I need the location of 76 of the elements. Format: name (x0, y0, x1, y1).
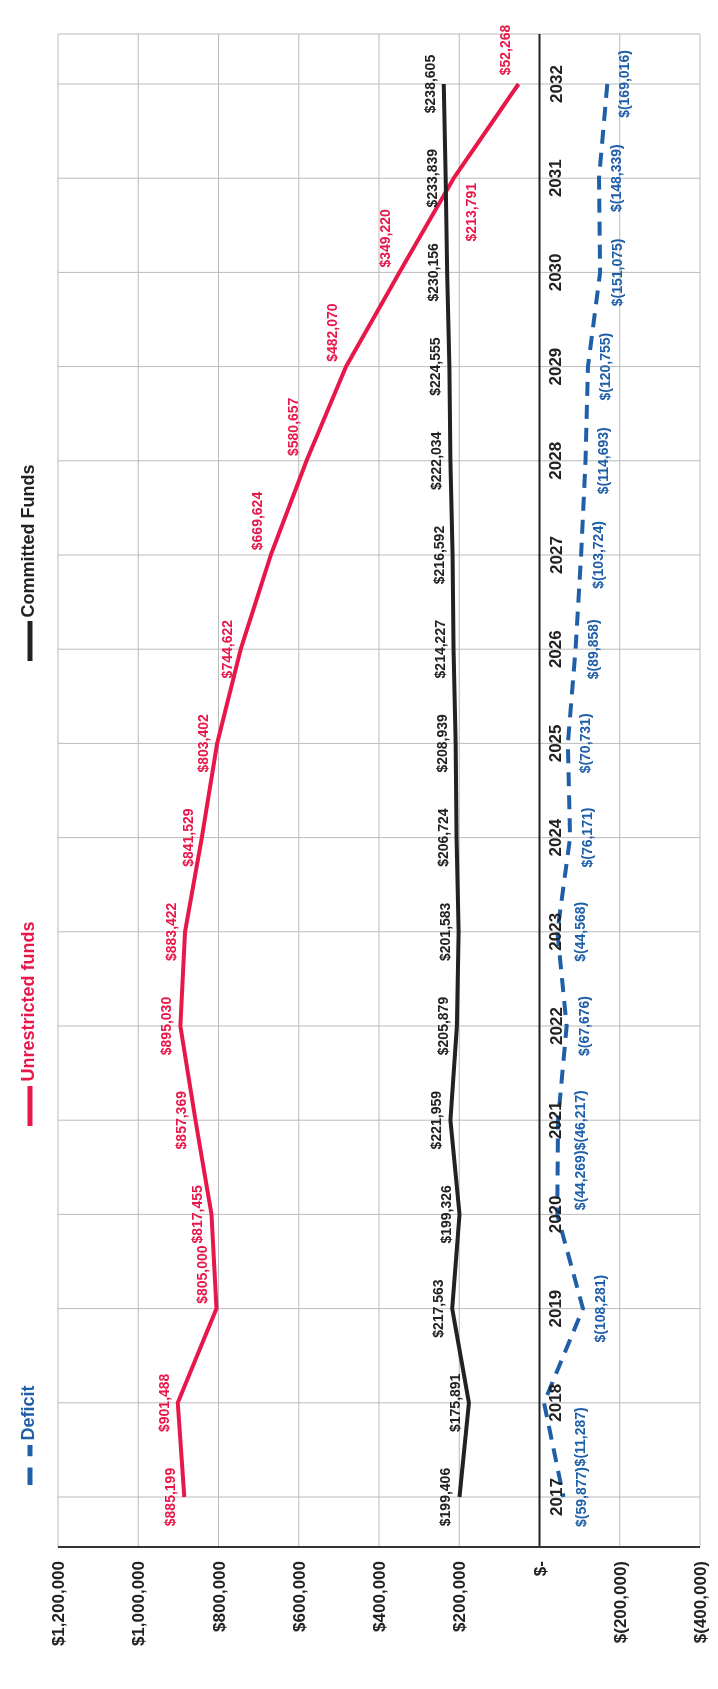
text: Committed Funds (18, 464, 39, 618)
data-label: $805,000 (194, 1245, 211, 1304)
data-label: $217,563 (430, 1279, 447, 1338)
y-tick-label: 2032 (546, 65, 566, 103)
data-label: $885,199 (162, 1467, 179, 1527)
x-tick-label: $200,000 (450, 1561, 470, 1632)
y-tick-label: 2024 (546, 818, 566, 857)
data-label: $221,959 (428, 1090, 445, 1150)
data-label: $206,724 (434, 808, 451, 867)
data-label: $(70,731) (576, 713, 593, 774)
y-tick-label: 2026 (546, 630, 566, 669)
data-label: $(148,339) (608, 144, 625, 213)
x-tick-label: $600,000 (289, 1561, 309, 1632)
x-tick-label: $400,000 (370, 1561, 389, 1632)
data-label: $(120,755) (596, 332, 613, 401)
data-label: $214,227 (431, 619, 448, 679)
y-tick-label: 2028 (546, 441, 566, 480)
data-label: $841,529 (179, 808, 196, 867)
data-label: $238,605 (421, 54, 438, 114)
data-label: $669,624 (248, 491, 265, 551)
data-label: $(151,075) (609, 238, 626, 307)
data-label: $205,879 (434, 996, 451, 1056)
data-label: $580,657 (284, 397, 301, 456)
data-label: $199,326 (437, 1185, 454, 1244)
data-label: $224,555 (427, 337, 444, 396)
data-label: $52,268 (496, 24, 513, 76)
data-label: $(169,016) (616, 50, 633, 118)
data-label: $482,070 (324, 303, 341, 362)
data-label: $213,791 (462, 182, 479, 242)
y-tick-label: 2031 (546, 159, 566, 198)
y-tick-label: 2018 (546, 1383, 566, 1422)
y-tick-label: 2020 (546, 1195, 566, 1234)
data-label: $208,939 (433, 714, 450, 773)
y-tick-label: 2021 (546, 1101, 566, 1140)
y-tick-label: 2023 (546, 912, 566, 951)
x-tick-label: $(400,000) (691, 1561, 710, 1644)
data-label: $(108,281) (591, 1274, 608, 1343)
y-tick-label: 2027 (546, 536, 566, 574)
y-tick-label: 2017 (546, 1478, 566, 1516)
data-label: $222,034 (428, 431, 445, 490)
data-label: $(103,724) (590, 521, 607, 589)
data-label: $201,583 (436, 902, 453, 961)
data-label: $(11,287) (572, 1407, 589, 1467)
x-tick-label: $(200,000) (610, 1561, 630, 1644)
x-tick-label: $800,000 (209, 1561, 229, 1632)
data-label: $(67,676) (575, 996, 592, 1056)
data-label: $901,488 (155, 1373, 172, 1432)
data-label: $(44,568) (572, 901, 589, 962)
text: Unrestricted funds (18, 921, 39, 1082)
data-label: $(59,877) (572, 1467, 589, 1527)
data-label: $216,592 (430, 525, 447, 585)
data-label: $817,455 (189, 1185, 206, 1244)
data-label: $(89,858) (584, 619, 601, 680)
y-tick-label: 2025 (546, 724, 566, 763)
x-tick-label: $1,000,000 (129, 1561, 149, 1647)
data-label: $230,156 (425, 243, 442, 302)
y-tick-label: 2030 (546, 253, 566, 292)
data-label: $175,891 (446, 1373, 463, 1432)
data-label: $803,402 (195, 714, 212, 773)
y-tick-label: 2022 (546, 1007, 566, 1045)
y-tick-label: 2019 (546, 1289, 566, 1328)
x-tick-label: $1,200,000 (49, 1561, 68, 1647)
y-tick-label: 2029 (546, 347, 566, 386)
data-label: $895,030 (158, 996, 175, 1056)
data-label: $857,369 (173, 1090, 190, 1150)
data-label: $744,622 (218, 619, 235, 679)
data-label: $(76,171) (579, 807, 596, 868)
data-label: $349,220 (377, 209, 394, 268)
data-label: $(114,693) (594, 427, 611, 495)
data-label: $883,422 (163, 902, 180, 961)
data-label: $233,839 (423, 148, 440, 208)
data-label: $199,406 (437, 1467, 454, 1527)
x-tick-label: $- (530, 1561, 550, 1577)
data-label: $(46,217) (572, 1090, 589, 1151)
data-label: $(44,269) (572, 1150, 589, 1211)
text: Deficit (18, 1385, 39, 1441)
